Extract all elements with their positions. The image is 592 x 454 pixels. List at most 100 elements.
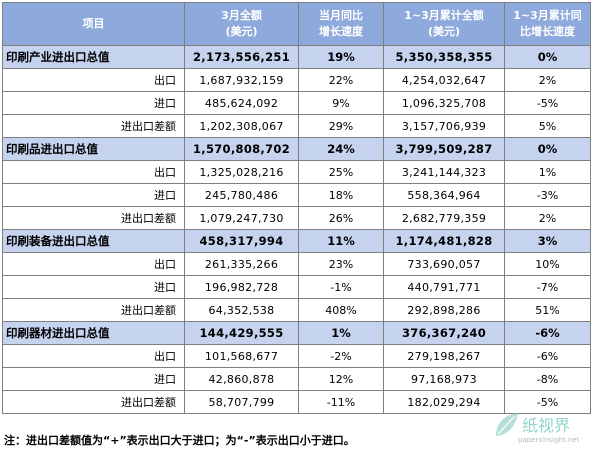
ytd-growth: 0% <box>504 137 591 161</box>
row-label: 进口 <box>2 367 185 391</box>
row-label: 进出口差额 <box>2 206 185 230</box>
march-amount: 144,429,555 <box>184 321 299 345</box>
group-label: 印刷装备进出口总值 <box>2 229 185 253</box>
table-row: 出口 1,687,932,159 22% 4,254,032,647 2% <box>2 68 591 92</box>
ytd-amount: 182,029,294 <box>383 390 505 414</box>
header-row: 项目 3月全额 (美元) 当月同比 增长速度 1~3月累计全额 (美元) 1~3月累计… <box>2 2 591 46</box>
ytd-amount: 558,364,964 <box>383 183 505 207</box>
ytd-growth: 1% <box>504 160 591 184</box>
ytd-amount: 376,367,240 <box>383 321 505 345</box>
ytd-growth: 0% <box>504 45 591 69</box>
march-growth: 25% <box>298 160 384 184</box>
march-amount: 42,860,878 <box>184 367 299 391</box>
row-label: 进出口差额 <box>2 298 185 322</box>
header-ytd-amount: 1~3月累计全额 (美元) <box>383 2 505 46</box>
ytd-growth: 10% <box>504 252 591 276</box>
row-label: 出口 <box>2 68 185 92</box>
group-label: 印刷品进出口总值 <box>2 137 185 161</box>
row-label: 出口 <box>2 160 185 184</box>
ytd-growth: -6% <box>504 344 591 368</box>
table-row: 进口 245,780,486 18% 558,364,964 -3% <box>2 183 591 207</box>
march-growth: -1% <box>298 275 384 299</box>
footnote: 注：进出口差额值为“+”表示出口大于进口；为“-”表示出口小于进口。 <box>4 434 355 447</box>
ytd-growth: -6% <box>504 321 591 345</box>
march-amount: 1,687,932,159 <box>184 68 299 92</box>
group-row: 印刷品进出口总值 1,570,808,702 24% 3,799,509,287… <box>2 137 591 161</box>
march-amount: 1,079,247,730 <box>184 206 299 230</box>
march-amount: 1,325,028,216 <box>184 160 299 184</box>
march-growth: 26% <box>298 206 384 230</box>
ytd-growth: -5% <box>504 390 591 414</box>
march-amount: 1,570,808,702 <box>184 137 299 161</box>
march-amount: 196,982,728 <box>184 275 299 299</box>
march-growth: 408% <box>298 298 384 322</box>
ytd-amount: 440,791,771 <box>383 275 505 299</box>
march-amount: 2,173,556,251 <box>184 45 299 69</box>
row-label: 出口 <box>2 252 185 276</box>
group-row: 印刷器材进出口总值 144,429,555 1% 376,367,240 -6% <box>2 321 591 345</box>
march-growth: -2% <box>298 344 384 368</box>
header-march-growth: 当月同比 增长速度 <box>298 2 384 46</box>
leaf-icon <box>496 413 518 436</box>
group-label: 印刷产业进出口总值 <box>2 45 185 69</box>
row-label: 进出口差额 <box>2 114 185 138</box>
march-growth: 22% <box>298 68 384 92</box>
march-growth: 23% <box>298 252 384 276</box>
ytd-amount: 279,198,267 <box>383 344 505 368</box>
row-label: 进口 <box>2 91 185 115</box>
march-growth: 12% <box>298 367 384 391</box>
row-label: 进口 <box>2 275 185 299</box>
ytd-growth: 2% <box>504 68 591 92</box>
ytd-amount: 97,168,973 <box>383 367 505 391</box>
ytd-growth: -3% <box>504 183 591 207</box>
header-ytd-growth: 1~3月累计同 比增长速度 <box>504 2 591 46</box>
group-row: 印刷产业进出口总值 2,173,556,251 19% 5,350,358,35… <box>2 45 591 69</box>
march-growth: 1% <box>298 321 384 345</box>
ytd-amount: 2,682,779,359 <box>383 206 505 230</box>
march-amount: 101,568,677 <box>184 344 299 368</box>
ytd-amount: 3,799,509,287 <box>383 137 505 161</box>
ytd-amount: 1,174,481,828 <box>383 229 505 253</box>
table-row: 进出口差额 1,079,247,730 26% 2,682,779,359 2% <box>2 206 591 230</box>
table-row: 进口 196,982,728 -1% 440,791,771 -7% <box>2 275 591 299</box>
ytd-amount: 292,898,286 <box>383 298 505 322</box>
header-march-amount: 3月全额 (美元) <box>184 2 299 46</box>
table-row: 进出口差额 1,202,308,067 29% 3,157,706,939 5% <box>2 114 591 138</box>
march-amount: 64,352,538 <box>184 298 299 322</box>
march-growth: 19% <box>298 45 384 69</box>
group-label: 印刷器材进出口总值 <box>2 321 185 345</box>
ytd-growth: 3% <box>504 229 591 253</box>
row-label: 进口 <box>2 183 185 207</box>
ytd-growth: 5% <box>504 114 591 138</box>
table-row: 出口 261,335,266 23% 733,690,057 10% <box>2 252 591 276</box>
table-row: 进出口差额 58,707,799 -11% 182,029,294 -5% <box>2 390 591 414</box>
row-label: 进出口差额 <box>2 390 185 414</box>
ytd-amount: 733,690,057 <box>383 252 505 276</box>
march-growth: 11% <box>298 229 384 253</box>
watermark-text: 纸视界 <box>522 416 571 435</box>
march-amount: 1,202,308,067 <box>184 114 299 138</box>
ytd-growth: -5% <box>504 91 591 115</box>
row-label: 出口 <box>2 344 185 368</box>
march-growth: -11% <box>298 390 384 414</box>
table-row: 出口 101,568,677 -2% 279,198,267 -6% <box>2 344 591 368</box>
march-amount: 485,624,092 <box>184 91 299 115</box>
march-growth: 29% <box>298 114 384 138</box>
table-row: 进口 485,624,092 9% 1,096,325,708 -5% <box>2 91 591 115</box>
watermark-url: papersinsight.net <box>518 436 580 444</box>
march-growth: 24% <box>298 137 384 161</box>
march-amount: 58,707,799 <box>184 390 299 414</box>
watermark-logo: 纸视界 papersinsight.net <box>492 410 584 450</box>
ytd-amount: 3,157,706,939 <box>383 114 505 138</box>
ytd-amount: 3,241,144,323 <box>383 160 505 184</box>
ytd-growth: 2% <box>504 206 591 230</box>
trade-table: 项目 3月全额 (美元) 当月同比 增长速度 1~3月累计全额 (美元) 1~3月累计… <box>2 2 591 414</box>
march-growth: 18% <box>298 183 384 207</box>
table-row: 出口 1,325,028,216 25% 3,241,144,323 1% <box>2 160 591 184</box>
ytd-growth: -7% <box>504 275 591 299</box>
ytd-amount: 5,350,358,355 <box>383 45 505 69</box>
ytd-amount: 4,254,032,647 <box>383 68 505 92</box>
ytd-growth: 51% <box>504 298 591 322</box>
ytd-growth: -8% <box>504 367 591 391</box>
march-growth: 9% <box>298 91 384 115</box>
